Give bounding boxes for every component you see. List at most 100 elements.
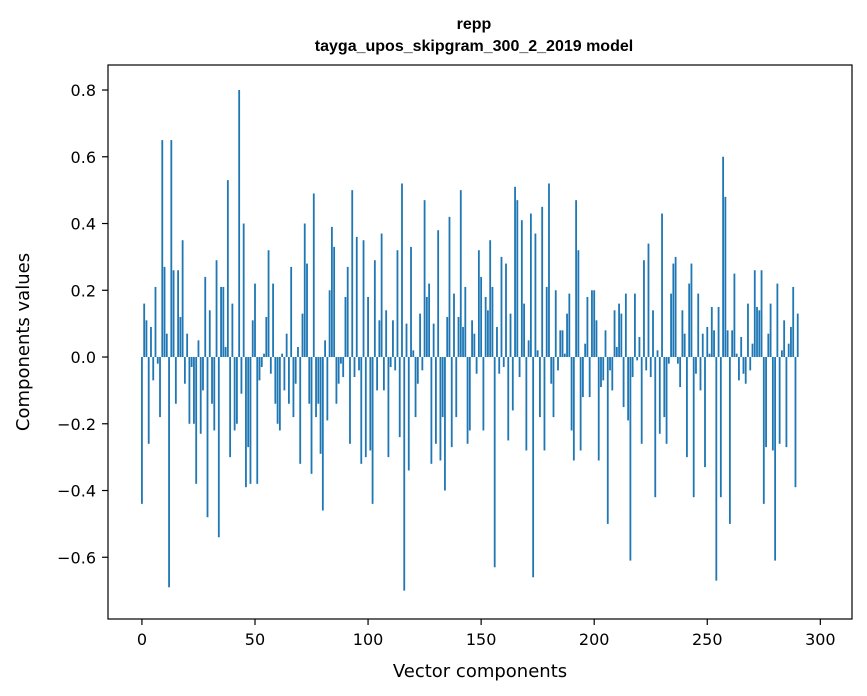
bar-160 — [502, 357, 505, 368]
bar-268 — [747, 303, 749, 358]
bar-228 — [656, 350, 659, 358]
chart-title-line-1: repp — [457, 16, 492, 33]
bar-76 — [312, 193, 315, 358]
bar-121 — [414, 357, 417, 418]
bar-190 — [570, 357, 573, 431]
bar-109 — [387, 357, 390, 458]
bar-284 — [783, 320, 786, 358]
bar-233 — [667, 357, 670, 364]
bar-163 — [509, 313, 512, 358]
bar-5 — [152, 357, 155, 381]
bar-236 — [674, 256, 677, 358]
bar-107 — [382, 357, 385, 391]
bar-132 — [439, 357, 442, 461]
bar-207 — [609, 357, 611, 371]
bar-252 — [710, 306, 713, 358]
bar-234 — [670, 293, 672, 358]
bar-219 — [636, 357, 639, 361]
bar-214 — [624, 293, 627, 358]
bar-127 — [428, 283, 431, 358]
bar-283 — [780, 350, 783, 358]
bar-209 — [613, 310, 616, 358]
bar-246 — [697, 293, 700, 358]
bar-247 — [699, 357, 702, 391]
bar-189 — [568, 293, 571, 358]
bar-161 — [505, 263, 507, 358]
bar-168 — [520, 220, 523, 358]
bar-94 — [353, 357, 356, 378]
bar-229 — [658, 357, 661, 434]
bar-103 — [373, 260, 376, 358]
bar-113 — [396, 250, 399, 358]
bar-42 — [236, 357, 238, 424]
bar-66 — [290, 266, 293, 358]
bar-280 — [774, 357, 777, 561]
bar-199 — [591, 290, 593, 358]
bar-21 — [188, 357, 191, 424]
bar-239 — [681, 310, 684, 358]
bar-130 — [435, 357, 437, 444]
bar-92 — [349, 357, 351, 444]
bar-122 — [416, 357, 419, 384]
x-tick-label-5: 250 — [692, 630, 723, 649]
bar-196 — [584, 343, 587, 358]
bar-245 — [695, 357, 697, 374]
x-axis-ticks: 0 50 100 150 200 250 300 — [137, 619, 836, 649]
y-tick-label-1: −0.4 — [57, 482, 96, 501]
bar-158 — [498, 357, 501, 374]
bar-170 — [525, 357, 528, 451]
y-tick-label-7: 0.8 — [71, 81, 96, 100]
bar-273 — [758, 310, 761, 358]
bar-176 — [539, 357, 541, 418]
bar-277 — [767, 333, 770, 358]
bar-84 — [330, 226, 333, 358]
bar-41 — [233, 357, 236, 431]
bar-183 — [554, 290, 557, 358]
bar-39 — [229, 357, 232, 458]
bar-143 — [464, 286, 467, 358]
bar-258 — [724, 196, 727, 358]
bar-133 — [441, 357, 444, 418]
bar-128 — [430, 357, 433, 464]
bar-188 — [566, 313, 568, 358]
bar-211 — [618, 303, 620, 358]
bar-74 — [308, 357, 311, 404]
bar-138 — [453, 293, 455, 358]
bar-261 — [731, 330, 734, 358]
bar-290 — [796, 313, 799, 358]
bar-24 — [195, 357, 198, 484]
bar-116 — [403, 357, 406, 591]
bar-118 — [407, 357, 410, 471]
bar-285 — [785, 357, 788, 448]
bar-162 — [507, 357, 510, 441]
bar-88 — [340, 357, 342, 364]
bar-200 — [593, 290, 596, 358]
bar-3 — [147, 357, 150, 444]
bar-271 — [753, 270, 756, 358]
x-tick-label-4: 200 — [579, 630, 610, 649]
bar-248 — [701, 333, 704, 358]
bar-11 — [165, 333, 168, 358]
bar-202 — [597, 357, 600, 461]
bar-77 — [315, 357, 317, 418]
bar-213 — [622, 357, 625, 408]
bar-195 — [581, 357, 584, 398]
bar-193 — [577, 250, 580, 358]
bar-154 — [489, 240, 492, 358]
bar-26 — [199, 357, 202, 434]
bar-210 — [615, 347, 618, 358]
bar-131 — [437, 230, 440, 358]
bar-217 — [631, 357, 634, 378]
bar-68 — [294, 357, 297, 384]
bar-289 — [794, 357, 797, 488]
bar-272 — [756, 306, 758, 358]
bar-120 — [412, 350, 415, 358]
bar-20 — [186, 333, 189, 358]
bar-101 — [369, 357, 372, 451]
bar-197 — [586, 296, 589, 358]
bar-18 — [181, 240, 184, 358]
bar-198 — [588, 357, 591, 398]
bar-136 — [448, 216, 451, 358]
bar-139 — [455, 357, 458, 418]
